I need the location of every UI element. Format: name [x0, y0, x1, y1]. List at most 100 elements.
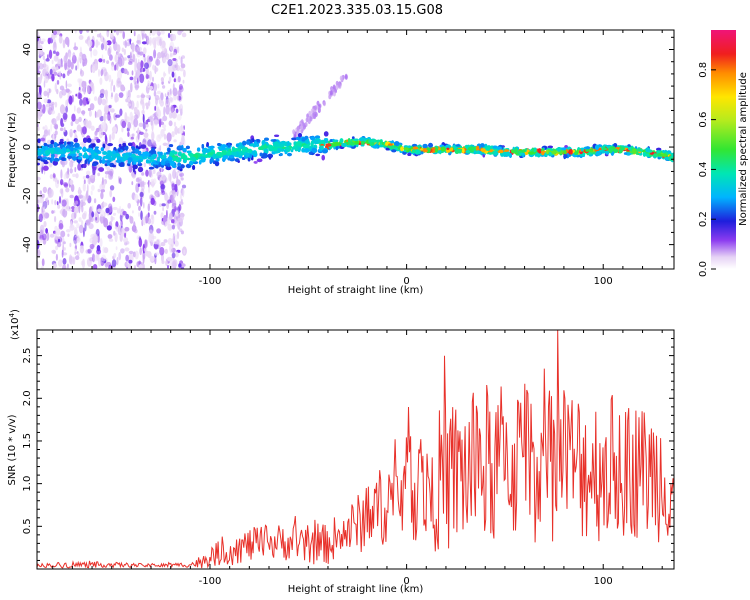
spectrogram-cell — [175, 78, 179, 83]
spectrogram-cell — [134, 64, 137, 73]
spectrogram-cell — [143, 202, 145, 209]
spectrogram-cell — [57, 58, 62, 67]
spectrogram-cell — [114, 64, 117, 71]
spectrogram-cell — [70, 61, 74, 70]
spectrogram-cell — [37, 155, 42, 161]
spectrogram-cell — [146, 35, 150, 46]
spectrogram-cell — [177, 162, 182, 168]
spectrogram-cell — [43, 98, 48, 104]
spectrogram-cell — [81, 204, 84, 213]
spectrogram-cell — [167, 237, 173, 246]
spectrogram-cell — [87, 97, 91, 102]
spectrogram-cell — [129, 76, 134, 81]
spectrogram-cell — [157, 156, 160, 162]
spectrogram-cell — [104, 134, 107, 142]
spectrogram-cell — [43, 161, 49, 165]
spectrogram-cell — [162, 124, 167, 129]
spectrogram-cell — [563, 149, 567, 155]
spectrogram-cell — [82, 182, 86, 192]
spectrogram-cell — [547, 145, 553, 149]
spectrogram-cell — [39, 190, 42, 195]
spectrogram-cell — [60, 153, 66, 158]
spectrogram-cell — [138, 212, 140, 217]
spectrogram-cell — [43, 221, 47, 228]
spectrogram-cell — [242, 147, 246, 153]
spectrogram-cell — [302, 144, 309, 149]
spectrogram-cell — [43, 157, 48, 160]
spectrogram-cell — [561, 147, 567, 151]
spectrogram-cell — [64, 204, 70, 212]
spectrogram-cell — [40, 149, 45, 154]
spectrogram-cell — [106, 114, 111, 121]
spectrogram-cell — [139, 247, 142, 256]
spectrogram-cell — [122, 31, 125, 40]
spectrogram-cell — [227, 157, 231, 161]
spectrogram-cell — [89, 158, 93, 161]
spectrogram-cell — [222, 154, 228, 160]
spectrogram-cell — [174, 240, 179, 247]
spectrogram-cell — [140, 94, 146, 98]
spectrogram-cell — [253, 161, 258, 164]
spectrogram-cell — [116, 77, 121, 84]
spectrogram-cell — [138, 236, 142, 240]
spectrogram-cell — [140, 60, 143, 70]
spectrogram-cell — [74, 30, 77, 34]
spectrogram-cell — [62, 39, 66, 49]
spectrogram-cell — [51, 156, 55, 162]
spectrogram-cell — [106, 225, 112, 231]
spectrogram-cell — [67, 155, 73, 159]
spectrogram-cell — [153, 210, 157, 215]
spectrogram-cell — [47, 129, 51, 136]
spectrogram-cell — [144, 137, 150, 141]
spectrogram-cell — [73, 220, 78, 224]
spectrogram-cell — [94, 211, 98, 218]
spectrogram-cell — [37, 151, 42, 156]
spectrogram-cell — [136, 40, 140, 44]
spectrogram-cell — [325, 138, 329, 144]
spectrogram-cell — [78, 152, 83, 157]
spectrogram-cell — [151, 130, 154, 140]
spectrogram-cell — [43, 58, 46, 67]
spectrogram-cell — [174, 126, 178, 135]
spectrogram-cell — [127, 96, 131, 103]
spectrogram-cell — [80, 68, 83, 75]
spectrogram-cell — [52, 41, 57, 52]
spectrogram-cell — [103, 215, 106, 223]
spectrogram-cell — [57, 71, 61, 75]
spectrogram-cell — [79, 245, 85, 254]
snr-ylabel: SNR (10 * v/v) — [7, 414, 18, 485]
spectrogram-cell — [88, 223, 94, 230]
spectrogram-cell — [54, 199, 57, 206]
spectrogram-cell — [157, 134, 163, 139]
spectrogram-cell — [99, 238, 103, 247]
colorbar-ticks: 0.0 0.2 0.4 0.6 0.8 — [698, 62, 716, 277]
spectrogram-cell — [91, 205, 94, 212]
spectrogram-cell — [41, 165, 44, 174]
spectrogram-cell — [180, 263, 186, 268]
spectrogram-cell — [301, 137, 306, 142]
spectrogram-cell — [248, 148, 252, 154]
spectrogram-cell — [119, 205, 122, 213]
spectrogram-cell — [94, 130, 98, 136]
spectrogram-cell — [261, 141, 265, 146]
spectrogram-cell — [49, 88, 51, 94]
spectrogram-cell — [548, 151, 552, 156]
spectrogram-cell — [159, 151, 163, 156]
spectrogram-cell — [114, 54, 118, 63]
spectrogram-cell — [263, 147, 268, 153]
spectrogram-cell — [83, 118, 89, 129]
x-tick-label: 0 — [403, 276, 409, 287]
spectrogram-cell — [57, 204, 61, 209]
spectrogram-cell — [108, 74, 112, 83]
spectrogram-cell — [309, 116, 313, 122]
spectrogram-cell — [127, 103, 132, 107]
spectrogram-cell — [150, 197, 155, 205]
y-tick-label: 1.5 — [22, 433, 33, 449]
spectrogram-cell — [50, 139, 55, 145]
spectrogram-cell — [75, 65, 78, 71]
spectrogram-cell — [412, 146, 419, 150]
spectrogram-cell — [107, 143, 113, 147]
spectrogram-cell — [202, 150, 206, 155]
spectrogram-cell — [165, 166, 172, 171]
spectrogram-cell — [75, 93, 77, 97]
